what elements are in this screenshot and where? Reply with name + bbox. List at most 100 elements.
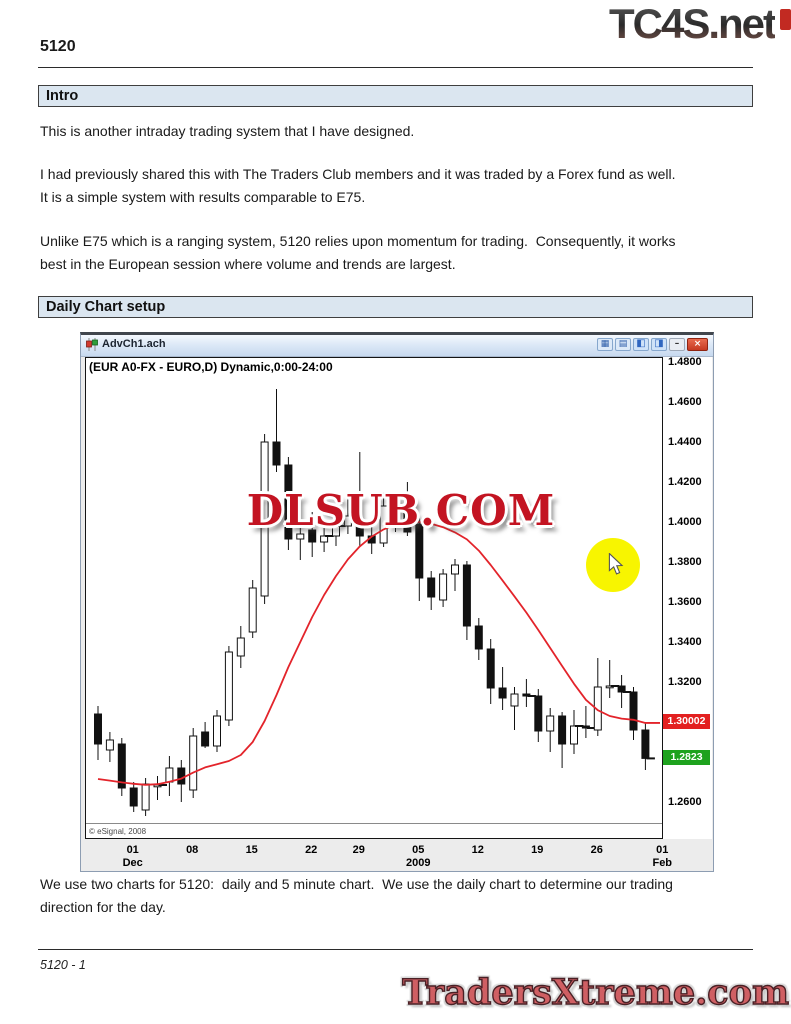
last-price-tag: 1.2823 [663, 749, 710, 765]
price-tick-label: 1.4600 [668, 396, 702, 408]
candle-up [593, 686, 602, 731]
header-rule [38, 67, 753, 68]
mouse-cursor-icon [608, 553, 624, 575]
candle-up [332, 525, 340, 537]
intro-paragraph-1: This is another intraday trading system … [40, 123, 415, 139]
candle-up [236, 637, 245, 657]
candle-down [534, 695, 543, 732]
candle-down [415, 523, 424, 579]
candle-up [546, 715, 555, 732]
candle-down [284, 464, 293, 540]
month-tick-label: Dec [122, 857, 143, 869]
candle-down [117, 743, 126, 789]
indicator-icon[interactable]: ▤ [615, 338, 631, 351]
candle-up [248, 587, 257, 633]
window-title: AdvCh1.ach [102, 338, 166, 350]
candle-down [403, 507, 412, 533]
price-axis: 1.30002 1.2823 1.4800 1.4600 1.4400 1.4200 1… [663, 356, 712, 839]
site-logo: TC4S.net [608, 0, 777, 47]
candle-up [105, 739, 114, 751]
close-icon[interactable]: × [687, 338, 708, 351]
date-tick-label: 15 [245, 844, 258, 856]
footer-logo: TradersXtreme.com [402, 971, 790, 1013]
candle-up [451, 564, 459, 575]
chart-label: (EUR A0-FX - EURO,D) Dynamic,0:00-24:00 [89, 360, 333, 374]
candle-down [617, 685, 626, 693]
x-axis-strip: 01 Dec 08 15 22 29 05 2009 12 19 26 01 Feb [85, 839, 712, 872]
date-tick-label: 01 [656, 844, 669, 856]
price-tick-label: 1.4800 [668, 356, 702, 368]
date-tick-label: 29 [352, 844, 365, 856]
date-tick-label: 08 [186, 844, 199, 856]
candle-down [474, 625, 483, 650]
footer-rule [38, 949, 753, 950]
candle-down [308, 529, 317, 543]
date-tick-label: 19 [531, 844, 544, 856]
candle-down [462, 564, 471, 627]
intro-paragraph-2: I had previously shared this with The Tr… [40, 166, 676, 205]
restore-icon[interactable]: ◧ [633, 338, 649, 351]
month-tick-label: Feb [652, 857, 673, 869]
daily-chart-heading-box: Daily Chart setup [38, 296, 753, 318]
candle-down [201, 731, 210, 747]
intro-paragraph-3: Unlike E75 which is a ranging system, 51… [40, 233, 676, 272]
price-tick-label: 1.3200 [668, 676, 702, 688]
candle-up [213, 715, 221, 747]
candle-up [296, 533, 305, 540]
price-tick-label: 1.3600 [668, 596, 702, 608]
candle-up [224, 651, 233, 721]
price-tick-label: 1.4400 [668, 436, 702, 448]
app-icon [85, 338, 99, 356]
candle-down [391, 505, 400, 527]
candle-up [570, 725, 578, 745]
intro-heading-box: Intro [38, 85, 753, 107]
date-tick-label: 05 [412, 844, 425, 856]
candle-up [260, 441, 269, 597]
date-tick-label: 26 [590, 844, 603, 856]
date-tick-label: 01 [126, 844, 139, 856]
window-titlebar[interactable]: AdvCh1.ach ▦ ▤ ◧ ◨ – × [81, 335, 713, 357]
date-tick-label: 22 [305, 844, 318, 856]
candle-up [379, 505, 388, 544]
candle-down [641, 729, 650, 759]
candle-down [94, 713, 102, 745]
watermark: DLSUB.COM [246, 486, 556, 535]
candle-up [439, 573, 448, 601]
candle-up [165, 767, 174, 783]
daily-chart-heading: Daily Chart setup [46, 299, 166, 315]
candle-down [427, 577, 436, 598]
candle-down [558, 715, 567, 745]
candle-up [510, 693, 519, 707]
candle-up [320, 535, 329, 543]
candle-down [486, 648, 495, 689]
candle-down [629, 691, 638, 731]
candle-down [177, 767, 186, 785]
candle-down [129, 787, 138, 807]
tile-icon[interactable]: ◨ [651, 338, 667, 351]
candle-up [189, 735, 198, 791]
chart-style-icon[interactable]: ▦ [597, 338, 613, 351]
price-tick-label: 1.2600 [668, 796, 702, 808]
candle-down [272, 441, 281, 466]
chart-window: AdvCh1.ach ▦ ▤ ◧ ◨ – × (EUR A0-FX - EURO,D) D… [80, 332, 714, 872]
esignal-copyright: © eSignal, 2008 [89, 827, 147, 836]
candles-svg [94, 389, 660, 816]
candle-down [498, 687, 507, 699]
ma-price-tag: 1.30002 [663, 714, 710, 730]
month-tick-label: 2009 [406, 857, 431, 869]
date-tick-label: 12 [471, 844, 484, 856]
price-tick-label: 1.4200 [668, 476, 702, 488]
candle-up [343, 515, 352, 527]
window-body: (EUR A0-FX - EURO,D) Dynamic,0:00-24:00 … [81, 356, 713, 872]
intro-heading: Intro [46, 88, 79, 104]
candle-down [355, 522, 364, 537]
page-number: 5120 - 1 [40, 958, 86, 972]
candle-up [141, 783, 150, 811]
cursor-highlight [586, 538, 640, 592]
minimize-icon[interactable]: – [669, 338, 685, 351]
price-tick-label: 1.3800 [668, 556, 702, 568]
logo-red-mark-icon [780, 9, 791, 30]
time-axis-baseline [86, 823, 662, 824]
doc-number: 5120 [40, 38, 76, 55]
price-tick-label: 1.3400 [668, 636, 702, 648]
